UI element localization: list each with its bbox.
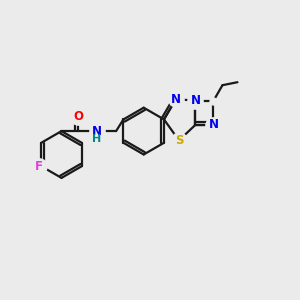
Text: F: F <box>35 160 43 173</box>
Text: H: H <box>92 134 101 144</box>
Text: N: N <box>208 118 218 131</box>
Text: N: N <box>190 94 200 107</box>
Text: S: S <box>175 134 183 147</box>
Text: N: N <box>171 92 181 106</box>
Text: O: O <box>73 110 83 123</box>
Text: N: N <box>92 124 102 138</box>
